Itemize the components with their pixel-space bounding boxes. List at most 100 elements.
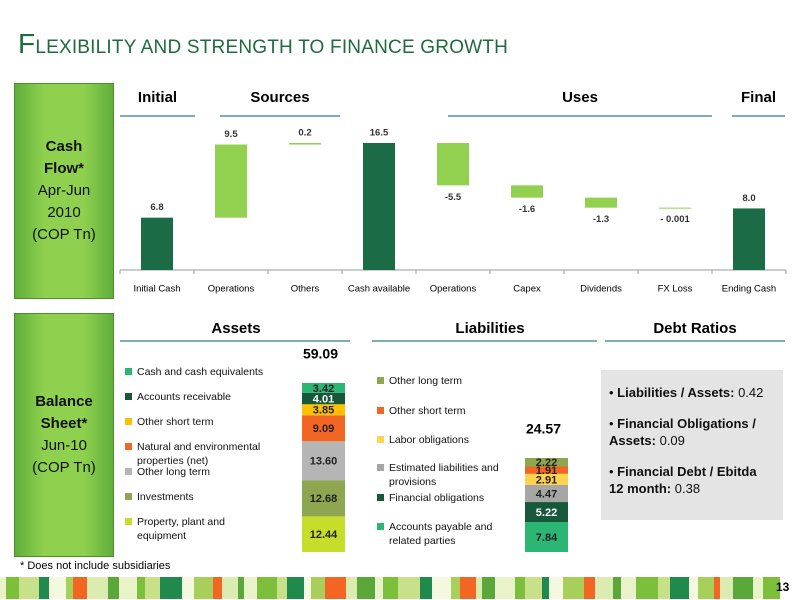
legend-swatch [377,464,384,471]
segment-label: 1.91 [536,465,557,477]
stripe [6,577,19,599]
stripe [621,577,636,599]
legend-entry: Estimated liabilities and provisions [377,461,504,489]
group-header: Final [741,89,776,106]
stripe [432,577,451,599]
x-tick-label: Cash available [348,284,410,295]
stripe [66,577,73,599]
box-line: (COP Tn) [32,459,96,476]
stripe [595,577,613,599]
panel-header: Debt Ratios [653,320,736,337]
stripe [346,577,357,599]
segment [525,466,568,474]
legend-label: Property, plant and equipment [137,516,225,542]
total-label: 24.57 [526,421,561,437]
legend-label: Other long term [137,466,210,478]
legend-swatch [125,468,132,475]
stripe [39,577,49,599]
bar [437,143,469,186]
stripe [420,577,432,599]
stripe [0,577,6,599]
legend-entry: Accounts payable and related parties [377,520,504,548]
total-label: 59.09 [303,346,338,362]
legend-label: Other short term [137,416,214,428]
stripe [763,577,780,599]
stripe [73,577,87,599]
segment [525,473,568,485]
segment [525,522,568,552]
legend-swatch [125,443,132,450]
stripe [222,577,238,599]
slide-title: FLEXIBILITY AND STRENGTH TO FINANCE GROW… [18,28,509,59]
x-tick-label: Dividends [580,284,622,295]
stripe [311,577,325,599]
legend-label: Cash and cash equivalents [137,366,264,378]
value-label: 16.5 [370,128,389,139]
x-tick-label: Others [291,284,320,295]
segment [302,392,345,405]
value-label: 9.5 [224,129,238,140]
segment-label: 12.44 [310,529,338,541]
stripe [304,577,311,599]
stripe [636,577,658,599]
segment [302,404,345,416]
stripe [325,577,346,599]
legend-entry: Accounts receivable [125,390,272,404]
group-header: Initial [138,89,177,106]
stripe [525,577,542,599]
stripe [584,577,595,599]
segment-label: 12.68 [310,493,338,505]
stripe [257,577,277,599]
ratio-value: 0.42 [738,385,764,400]
segment [302,480,345,517]
stripe [495,577,515,599]
stripe [714,577,720,599]
stripe [145,577,160,599]
ratio-value: 0.09 [659,433,685,448]
segment [302,383,345,393]
stripe [398,577,420,599]
group-header: Sources [250,89,309,106]
stripe [451,577,460,599]
stripe [182,577,194,599]
stripe [549,577,563,599]
legend-entry: Investments [125,490,272,504]
stripe [753,577,763,599]
value-label: - 0.001 [660,214,690,225]
stripe [194,577,213,599]
ratio-item: • Financial Debt / Ebitda 12 month: 0.38 [609,464,757,496]
stripe [375,577,383,599]
legend-swatch [377,494,384,501]
legend-label: Accounts receivable [137,391,231,403]
segment-label: 3.85 [313,405,334,417]
panel-header: Liabilities [455,320,524,337]
box-heading: Cash Flow* [44,138,84,177]
stripe [613,577,621,599]
segment-label: 5.22 [536,507,557,519]
segment [525,484,568,503]
legend-swatch [377,377,384,384]
ratio-label: Financial Obligations / Assets: [609,416,756,448]
ratio-value: 0.38 [674,481,701,496]
bar [363,143,395,270]
stripe [542,577,549,599]
legend-swatch [125,368,132,375]
stripe [720,577,733,599]
segment [302,516,345,552]
box-line: 2010 [47,204,81,221]
stripe [87,577,108,599]
stripe [476,577,482,599]
segment [302,415,345,442]
segment-label: 13.60 [310,456,338,468]
stripe [658,577,670,599]
legend-label: Other short term [389,405,466,417]
panel-header: Assets [211,320,260,337]
value-label: 0.2 [298,128,311,139]
bar [659,207,691,209]
stripe [698,577,714,599]
legend-entry: Other long term [125,465,272,479]
cash-flow-box: Cash Flow* Apr-Jun 2010 (COP Tn) [14,83,114,299]
legend-label: Other long term [389,375,462,387]
